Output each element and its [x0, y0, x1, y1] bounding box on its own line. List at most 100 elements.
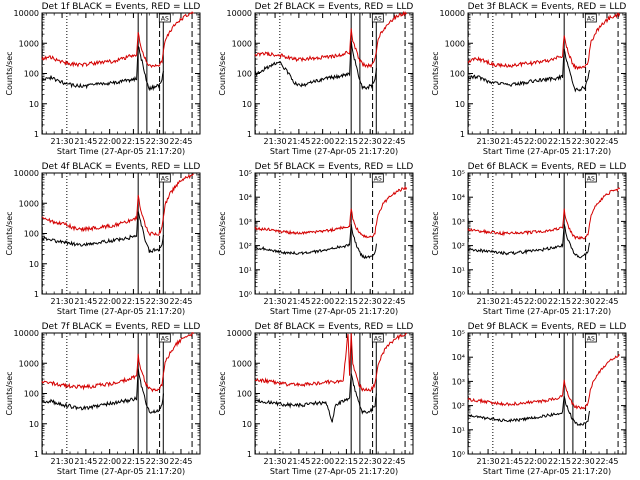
y-tick-label: 10⁰ — [452, 450, 465, 459]
x-tick-label: 21:30 — [264, 137, 287, 146]
series-line-lld — [254, 332, 407, 392]
x-tick-label: 22:00 — [98, 457, 121, 466]
annotation-box — [371, 333, 384, 343]
y-tick-label: 1 — [34, 290, 39, 299]
annotation-label: AS — [587, 16, 595, 23]
x-tick-label: 21:30 — [51, 297, 74, 306]
panel-det-9: Det 9f BLACK = Events, RED = LLD 10⁰ 10¹ 10… — [431, 322, 627, 476]
series-line-lld — [467, 12, 621, 71]
x-tick-label: 22:45 — [382, 137, 405, 146]
y-tick-label: 10⁴ — [239, 193, 252, 202]
annotation-box — [371, 173, 384, 183]
annotation-label: AS — [161, 336, 169, 343]
x-tick-label: 22:00 — [524, 457, 547, 466]
x-tick-label: 22:45 — [169, 457, 192, 466]
y-tick-label: 1000 — [19, 39, 39, 48]
x-tick-label: 22:15 — [122, 137, 145, 146]
x-tick-label: 21:45 — [74, 137, 97, 146]
y-axis-label: Counts/sec — [218, 211, 227, 255]
panel-det-2: Det 2f BLACK = Events, RED = LLD 1 10 100 10… — [218, 2, 414, 156]
series-line-lld — [467, 187, 621, 241]
x-tick-label: 21:45 — [500, 457, 523, 466]
x-tick-label: 21:45 — [74, 297, 97, 306]
y-tick-label: 10⁵ — [452, 169, 465, 178]
y-tick-label: 1000 — [19, 199, 39, 208]
annotation-label: AS — [161, 16, 169, 23]
y-tick-label: 10000 — [227, 9, 252, 18]
series-line-lld — [41, 11, 194, 69]
panel-det-3: Det 3f BLACK = Events, RED = LLD 1 10 100 10… — [431, 2, 627, 156]
panel-title: Det 7f BLACK = Events, RED = LLD — [42, 322, 201, 332]
x-tick-label: 21:45 — [500, 137, 523, 146]
y-tick-label: 10 — [29, 260, 39, 269]
y-tick-label: 10² — [452, 242, 465, 251]
y-axis-label: Counts/sec — [431, 211, 440, 255]
annotation-label: AS — [587, 176, 595, 183]
x-tick-label: 21:45 — [287, 457, 310, 466]
x-tick-label: 22:30 — [572, 137, 595, 146]
y-tick-label: 100 — [450, 70, 465, 79]
panel-title: Det 6f BLACK = Events, RED = LLD — [468, 162, 627, 172]
plot-frame — [254, 12, 414, 135]
annotation-box — [158, 173, 171, 183]
x-tick-label: 22:45 — [169, 297, 192, 306]
x-axis-label: Start Time (27-Apr-05 21:17:20) — [270, 147, 398, 156]
plot-frame — [254, 332, 414, 455]
x-tick-label: 22:00 — [311, 457, 334, 466]
plot-frame — [41, 172, 201, 295]
annotation-label: AS — [374, 16, 382, 23]
x-tick-label: 21:30 — [477, 457, 500, 466]
y-tick-label: 10² — [452, 402, 465, 411]
panel-title: Det 9f BLACK = Events, RED = LLD — [468, 322, 627, 332]
y-tick-label: 1 — [247, 450, 252, 459]
x-tick-label: 22:00 — [524, 297, 547, 306]
x-tick-label: 22:00 — [98, 297, 121, 306]
x-tick-label: 22:00 — [311, 297, 334, 306]
y-tick-label: 10 — [242, 420, 252, 429]
y-tick-label: 1000 — [445, 39, 465, 48]
y-axis-label: Counts/sec — [431, 51, 440, 95]
y-tick-label: 10⁵ — [452, 329, 465, 338]
x-tick-label: 22:30 — [146, 297, 169, 306]
y-tick-label: 1000 — [232, 359, 252, 368]
y-tick-label: 10 — [29, 100, 39, 109]
panel-det-4: Det 4f BLACK = Events, RED = LLD 1 10 100 10… — [5, 162, 201, 316]
y-tick-label: 10⁵ — [239, 169, 252, 178]
y-tick-label: 10⁴ — [452, 353, 465, 362]
series-line-lld — [467, 353, 621, 410]
x-tick-label: 22:15 — [335, 137, 358, 146]
x-tick-label: 21:45 — [287, 297, 310, 306]
x-tick-label: 22:30 — [572, 297, 595, 306]
series-line-lld — [41, 332, 195, 393]
x-tick-label: 22:15 — [548, 297, 571, 306]
y-tick-label: 10² — [239, 242, 252, 251]
x-tick-label: 22:45 — [382, 457, 405, 466]
y-tick-label: 10 — [29, 420, 39, 429]
x-tick-label: 21:30 — [51, 457, 74, 466]
x-tick-label: 22:15 — [548, 137, 571, 146]
x-tick-label: 22:00 — [524, 137, 547, 146]
annotation-box — [158, 13, 171, 23]
y-tick-label: 10³ — [239, 217, 252, 226]
annotation-box — [158, 333, 171, 343]
y-tick-label: 100 — [237, 390, 252, 399]
x-tick-label: 22:15 — [122, 297, 145, 306]
x-tick-label: 22:45 — [595, 137, 618, 146]
y-tick-label: 100 — [24, 230, 39, 239]
series-line-events — [254, 373, 377, 423]
x-tick-label: 22:15 — [335, 297, 358, 306]
x-tick-label: 22:45 — [595, 457, 618, 466]
y-tick-label: 10¹ — [239, 266, 252, 275]
panel-title: Det 8f BLACK = Events, RED = LLD — [255, 322, 414, 332]
y-tick-label: 10000 — [440, 9, 465, 18]
x-tick-label: 22:30 — [146, 457, 169, 466]
annotation-box — [584, 173, 597, 183]
y-tick-label: 10⁰ — [239, 290, 252, 299]
x-tick-label: 22:00 — [311, 137, 334, 146]
annotation-label: AS — [374, 176, 382, 183]
y-tick-label: 1000 — [19, 359, 39, 368]
y-tick-label: 10¹ — [452, 426, 465, 435]
x-tick-label: 21:30 — [477, 137, 500, 146]
y-axis-label: Counts/sec — [218, 51, 227, 95]
